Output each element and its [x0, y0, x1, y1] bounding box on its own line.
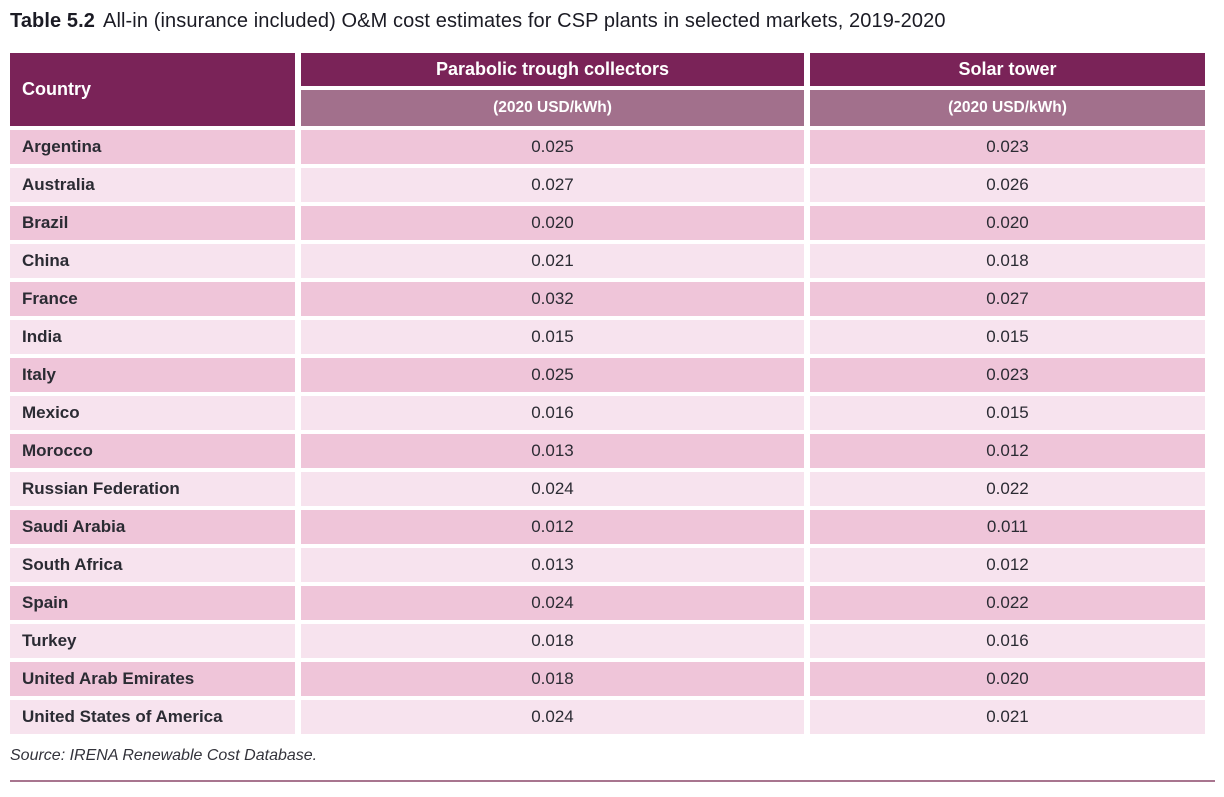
- bottom-rule: [10, 780, 1215, 782]
- solar-tower-value-cell: 0.012: [810, 434, 1205, 468]
- parabolic-trough-value-cell: 0.013: [301, 548, 804, 582]
- source-note: Source: IRENA Renewable Cost Database.: [10, 747, 318, 764]
- parabolic-trough-value-cell: 0.027: [301, 168, 804, 202]
- parabolic-trough-value-cell: 0.024: [301, 700, 804, 734]
- country-cell: Turkey: [10, 624, 295, 658]
- solar-tower-value-cell: 0.015: [810, 320, 1205, 354]
- country-cell: Russian Federation: [10, 472, 295, 506]
- solar-tower-value-cell: 0.023: [810, 130, 1205, 164]
- parabolic-trough-value-cell: 0.018: [301, 624, 804, 658]
- solar-tower-value-cell: 0.011: [810, 510, 1205, 544]
- country-cell: Argentina: [10, 130, 295, 164]
- country-cell: Brazil: [10, 206, 295, 240]
- country-cell: Spain: [10, 586, 295, 620]
- country-cell: China: [10, 244, 295, 278]
- solar-tower-value-cell: 0.018: [810, 244, 1205, 278]
- column-unit-solar-tower: (2020 USD/kWh): [810, 90, 1205, 126]
- parabolic-trough-value-cell: 0.024: [301, 586, 804, 620]
- table-caption-text: All-in (insurance included) O&M cost est…: [103, 10, 946, 32]
- solar-tower-value-cell: 0.023: [810, 358, 1205, 392]
- country-cell: France: [10, 282, 295, 316]
- parabolic-trough-value-cell: 0.032: [301, 282, 804, 316]
- country-cell: United States of America: [10, 700, 295, 734]
- country-cell: Saudi Arabia: [10, 510, 295, 544]
- table-caption: Table 5.2 All-in (insurance included) O&M…: [10, 10, 1224, 33]
- solar-tower-value-cell: 0.020: [810, 662, 1205, 696]
- country-cell: India: [10, 320, 295, 354]
- parabolic-trough-value-cell: 0.025: [301, 130, 804, 164]
- country-cell: Mexico: [10, 396, 295, 430]
- column-header-solar-tower: Solar tower: [810, 53, 1205, 86]
- om-cost-table: Country Parabolic trough collectors Sola…: [10, 53, 1205, 734]
- column-unit-parabolic-trough: (2020 USD/kWh): [301, 90, 804, 126]
- column-header-country: Country: [10, 53, 295, 126]
- country-cell: Morocco: [10, 434, 295, 468]
- country-cell: South Africa: [10, 548, 295, 582]
- solar-tower-value-cell: 0.016: [810, 624, 1205, 658]
- parabolic-trough-value-cell: 0.012: [301, 510, 804, 544]
- solar-tower-value-cell: 0.020: [810, 206, 1205, 240]
- solar-tower-value-cell: 0.027: [810, 282, 1205, 316]
- table-caption-number: Table 5.2: [10, 10, 96, 32]
- solar-tower-value-cell: 0.015: [810, 396, 1205, 430]
- parabolic-trough-value-cell: 0.020: [301, 206, 804, 240]
- solar-tower-value-cell: 0.021: [810, 700, 1205, 734]
- country-cell: Italy: [10, 358, 295, 392]
- parabolic-trough-value-cell: 0.018: [301, 662, 804, 696]
- parabolic-trough-value-cell: 0.015: [301, 320, 804, 354]
- parabolic-trough-value-cell: 0.021: [301, 244, 804, 278]
- solar-tower-value-cell: 0.022: [810, 586, 1205, 620]
- column-header-parabolic-trough: Parabolic trough collectors: [301, 53, 804, 86]
- parabolic-trough-value-cell: 0.016: [301, 396, 804, 430]
- parabolic-trough-value-cell: 0.013: [301, 434, 804, 468]
- solar-tower-value-cell: 0.012: [810, 548, 1205, 582]
- solar-tower-value-cell: 0.026: [810, 168, 1205, 202]
- parabolic-trough-value-cell: 0.024: [301, 472, 804, 506]
- country-cell: Australia: [10, 168, 295, 202]
- solar-tower-value-cell: 0.022: [810, 472, 1205, 506]
- country-cell: United Arab Emirates: [10, 662, 295, 696]
- parabolic-trough-value-cell: 0.025: [301, 358, 804, 392]
